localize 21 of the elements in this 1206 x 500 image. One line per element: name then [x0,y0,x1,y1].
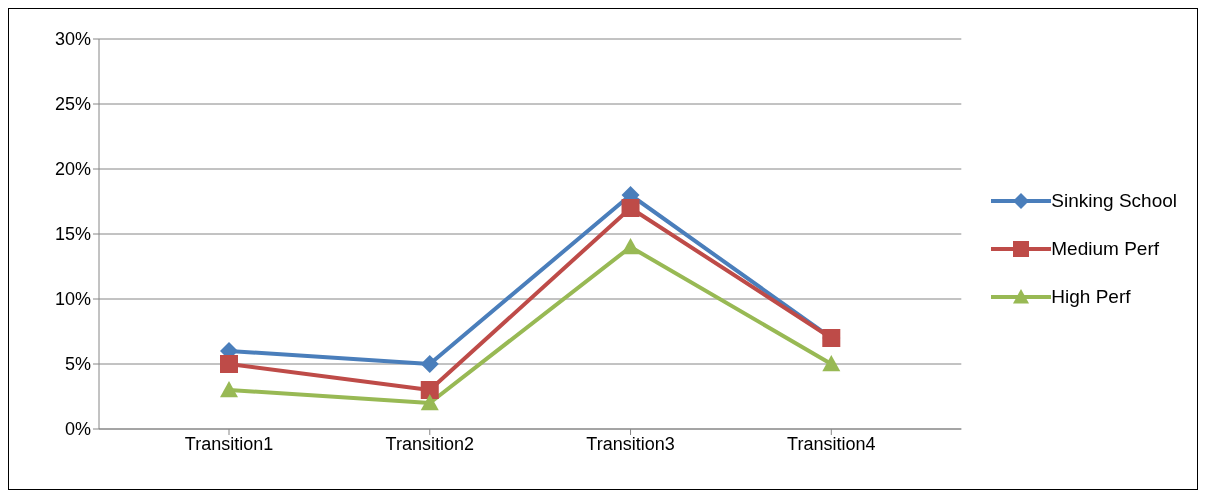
point [621,199,640,217]
point [220,355,238,373]
y-tick-label: 10% [54,289,91,310]
point [220,381,238,398]
point [420,355,439,373]
x-tick-label: Transition2 [385,433,474,454]
y-tick-label: 30% [54,29,91,50]
x-tick-label: Transition3 [586,433,675,454]
y-tick-label: 15% [54,224,91,245]
legend-label: Sinking School [1051,190,1177,212]
point [420,381,439,399]
y-tick-label: 0% [64,419,91,440]
x-tick-label: Transition1 [184,433,274,454]
point [822,355,841,372]
x-tick-label: Transition4 [787,433,876,454]
legend-label: Medium Perf [1051,238,1159,260]
y-tick-label: 25% [54,94,91,115]
legend-label: High Perf [1051,286,1131,308]
y-tick-label: 20% [54,159,91,180]
point [420,394,439,411]
y-tick-label: 5% [64,354,91,375]
